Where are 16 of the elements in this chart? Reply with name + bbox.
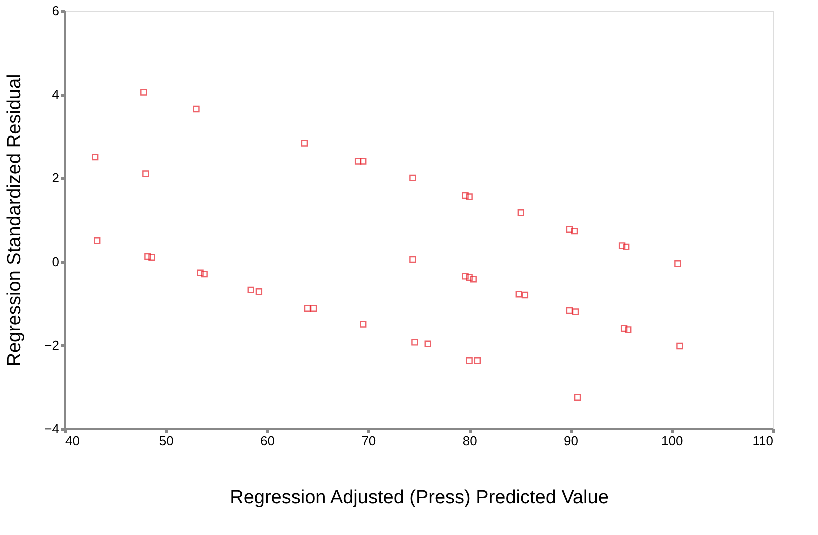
y-tick-label: 0 xyxy=(52,254,60,270)
y-tick-label: 4 xyxy=(52,87,60,102)
y-tick-label: 6 xyxy=(52,4,60,18)
x-tick-label: 60 xyxy=(260,434,276,448)
x-tick-label: 50 xyxy=(159,434,174,448)
y-tick-label: −2 xyxy=(44,338,60,353)
x-tick-label: 90 xyxy=(564,434,578,448)
x-tick-label: 40 xyxy=(66,434,80,448)
x-tick-label: 110 xyxy=(752,434,774,448)
y-tick-label: −4 xyxy=(44,422,60,436)
y-tick-label: 2 xyxy=(52,170,60,186)
y-axis-title: Regression Standardized Residual xyxy=(4,74,26,367)
x-tick-label: 70 xyxy=(362,434,376,448)
x-tick-label: 80 xyxy=(462,434,478,448)
x-axis-title: Regression Adjusted (Press) Predicted Value xyxy=(230,488,609,508)
x-tick-label: 100 xyxy=(662,434,684,448)
